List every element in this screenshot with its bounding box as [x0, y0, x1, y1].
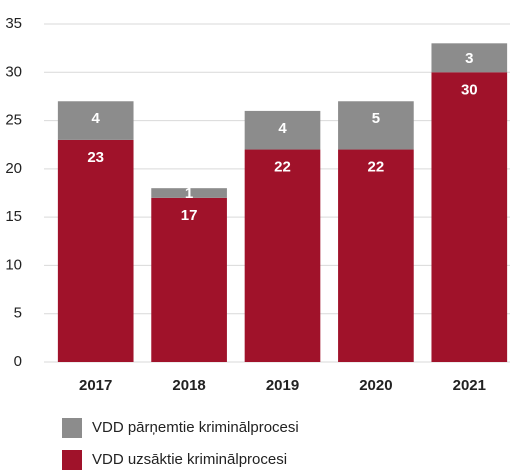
data-label: 22	[274, 159, 291, 176]
data-label: 4	[278, 120, 287, 137]
data-label: 23	[87, 149, 104, 166]
y-tick-label: 5	[14, 305, 22, 322]
legend-label: VDD uzsāktie kriminālprocesi	[92, 451, 287, 468]
data-label: 4	[92, 110, 101, 127]
data-label: 17	[181, 207, 198, 224]
bar-segment	[244, 110, 321, 150]
x-tick-label: 2021	[453, 377, 486, 394]
x-tick-label: 2018	[172, 377, 205, 394]
bar-segment	[244, 149, 321, 362]
bar-segment	[338, 101, 414, 150]
bar-segment	[57, 139, 134, 362]
legend-label: VDD pārņemtie kriminālprocesi	[92, 419, 299, 436]
bar-segment	[151, 197, 227, 362]
data-label: 5	[372, 110, 380, 127]
x-tick-label: 2019	[266, 377, 299, 394]
y-tick-label: 0	[14, 353, 22, 370]
bar-segment	[431, 43, 508, 73]
bar-segment	[151, 188, 227, 198]
data-label: 22	[368, 159, 385, 176]
bar-segment	[57, 101, 134, 140]
legend-swatch	[62, 418, 82, 438]
y-tick-label: 30	[5, 63, 22, 80]
x-tick-label: 2020	[359, 377, 392, 394]
x-tick-label: 2017	[79, 377, 112, 394]
bar-segment	[338, 149, 414, 362]
y-tick-label: 25	[5, 112, 22, 129]
data-label: 3	[465, 50, 473, 67]
data-label: 30	[461, 81, 478, 98]
y-tick-label: 15	[5, 208, 22, 225]
y-tick-label: 10	[5, 256, 22, 273]
y-tick-label: 35	[5, 15, 22, 32]
legend-swatch	[62, 450, 82, 470]
y-tick-label: 20	[5, 160, 22, 177]
data-label: 1	[185, 185, 193, 202]
bar-segment	[431, 72, 508, 363]
